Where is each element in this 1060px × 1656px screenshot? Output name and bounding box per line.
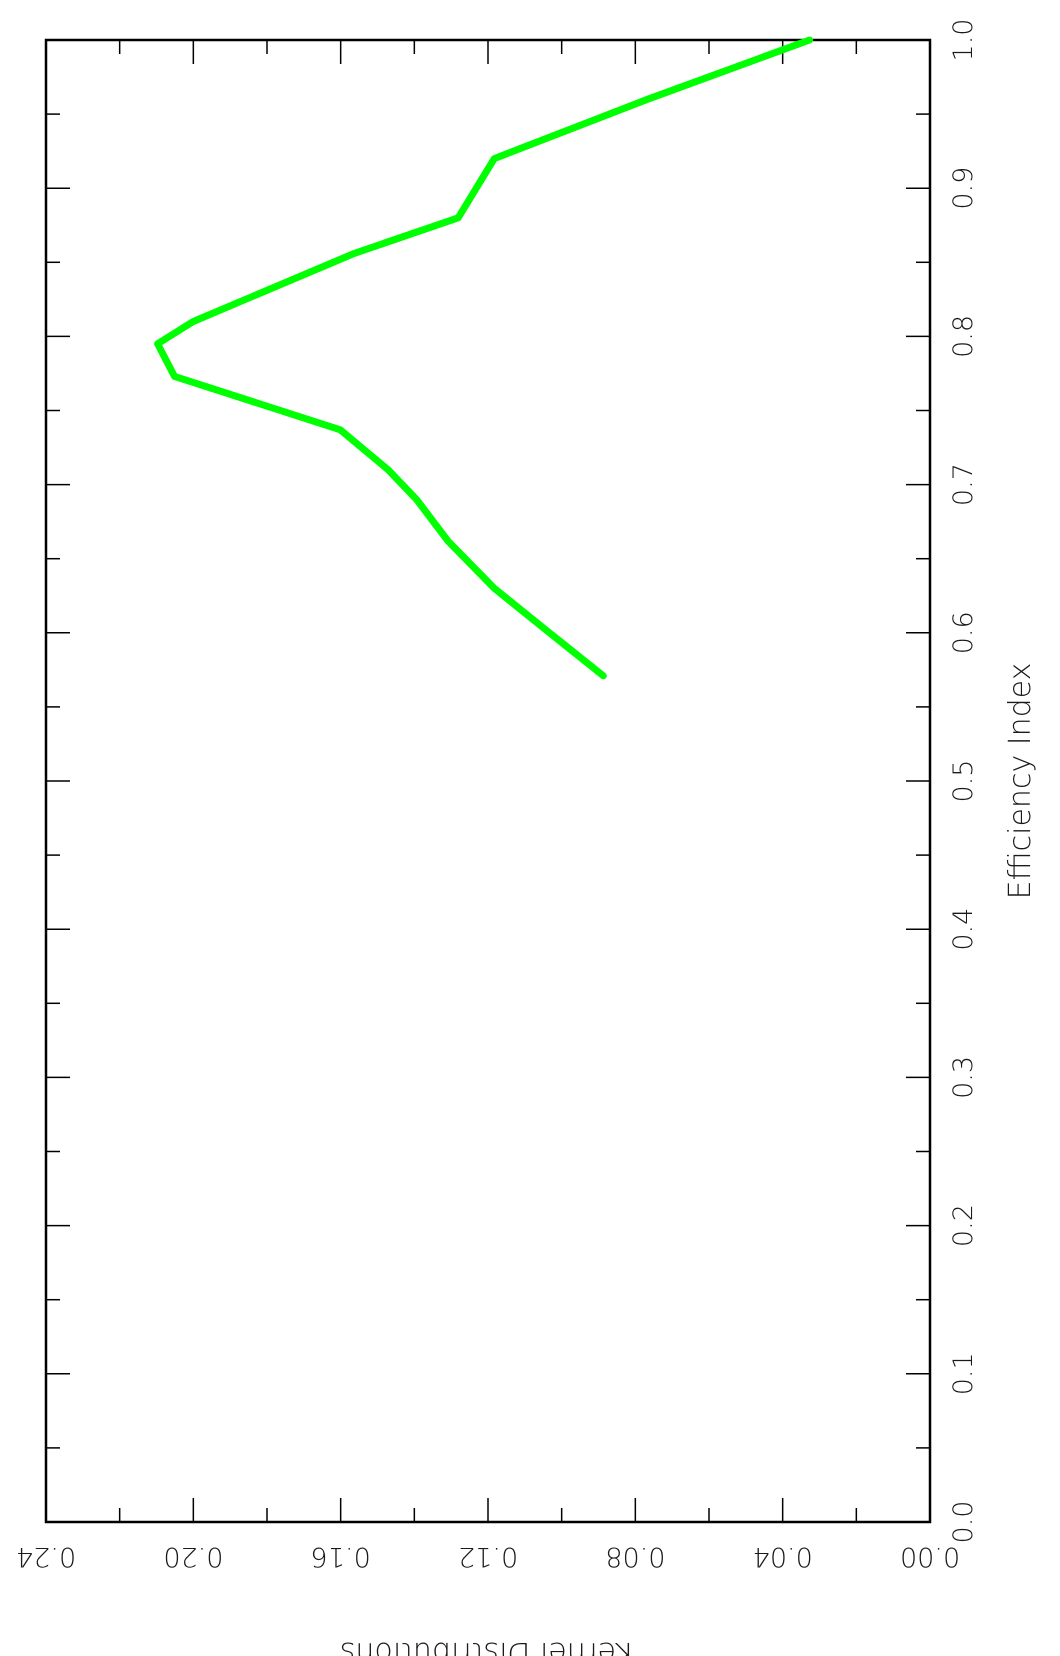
x-tick-label: 0.9 bbox=[948, 167, 979, 210]
x-axis-title: Efficiency Index bbox=[1003, 663, 1038, 900]
x-tick-label: 0.4 bbox=[948, 908, 979, 951]
x-tick-label: 1.0 bbox=[948, 19, 979, 62]
x-tick-label: 0.7 bbox=[948, 463, 979, 506]
x-tick-label: 0.6 bbox=[948, 611, 979, 654]
y-tick-label: 0.16 bbox=[311, 1541, 371, 1572]
x-tick-label: 0.0 bbox=[948, 1501, 979, 1544]
y-tick-label: 0.04 bbox=[753, 1541, 813, 1572]
x-axis-ticks: 0.0 0.1 0.2 0.3 0.4 0.5 0.6 0.7 0.8 0.9 1.0 bbox=[46, 19, 979, 1544]
y-tick-label: 0.20 bbox=[163, 1541, 223, 1572]
y-tick-label: 0.08 bbox=[605, 1541, 665, 1572]
y-tick-label: 0.12 bbox=[458, 1541, 518, 1572]
y-axis-title: Kernel Distributions bbox=[340, 1635, 634, 1656]
x-tick-label: 0.3 bbox=[948, 1056, 979, 1099]
y-tick-label: 0.00 bbox=[900, 1541, 960, 1572]
series-line bbox=[154, 36, 814, 680]
y-axis-ticks: 0.00 0.04 0.08 0.12 0.16 0.20 0.24 bbox=[16, 40, 960, 1572]
x-tick-label: 0.1 bbox=[948, 1352, 979, 1395]
x-tick-label: 0.2 bbox=[948, 1204, 979, 1247]
x-tick-label: 0.8 bbox=[948, 315, 979, 358]
series-layer bbox=[154, 36, 814, 680]
plot-frame bbox=[44, 38, 932, 1524]
x-tick-label: 0.5 bbox=[948, 760, 979, 803]
y-tick-label: 0.24 bbox=[16, 1541, 76, 1572]
